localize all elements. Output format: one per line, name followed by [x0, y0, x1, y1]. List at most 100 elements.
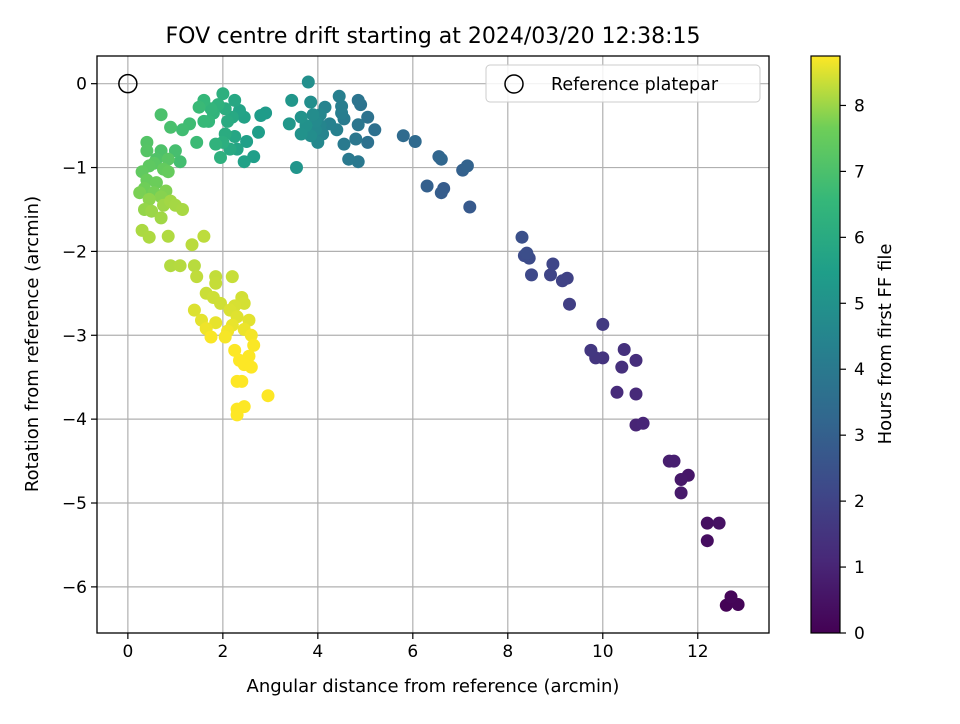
- data-point: [349, 132, 363, 146]
- data-point: [228, 93, 242, 107]
- data-point: [145, 204, 159, 218]
- data-point: [133, 186, 147, 200]
- data-point: [420, 179, 434, 193]
- colorbar: 0 1 2 3 4 5 6 7 8 Hours from first FF file: [810, 55, 896, 644]
- legend: Reference platepar: [485, 64, 761, 103]
- data-point: [712, 516, 726, 530]
- x-tick-label: 12: [687, 642, 709, 662]
- data-point: [261, 389, 275, 403]
- data-point: [216, 87, 230, 101]
- x-tick-label: 10: [592, 642, 614, 662]
- data-point: [187, 259, 201, 273]
- data-point: [515, 230, 529, 244]
- data-point: [306, 108, 320, 122]
- colorbar-tick-label: 2: [854, 492, 865, 512]
- data-point: [290, 161, 303, 174]
- x-tick-label: 4: [312, 642, 323, 662]
- x-tick-label: 2: [217, 642, 228, 662]
- data-point: [214, 296, 227, 310]
- colorbar-tick-label: 4: [854, 360, 865, 380]
- data-point: [237, 155, 251, 169]
- data-point: [337, 137, 351, 151]
- data-point: [140, 144, 154, 158]
- data-point: [301, 75, 315, 89]
- data-point: [192, 100, 206, 114]
- data-point: [351, 93, 365, 107]
- colorbar-tick-label: 7: [854, 162, 865, 182]
- data-point: [629, 353, 643, 367]
- data-point: [197, 114, 211, 128]
- y-tick-label: −5: [62, 494, 87, 514]
- x-tick-label: 8: [502, 642, 513, 662]
- y-tick-label: −6: [62, 578, 87, 598]
- data-point: [185, 238, 199, 252]
- data-point: [190, 270, 204, 284]
- data-point: [674, 486, 688, 500]
- data-point: [282, 117, 296, 131]
- data-point: [596, 317, 610, 331]
- data-point: [332, 89, 346, 103]
- data-point: [285, 93, 299, 107]
- data-point: [161, 152, 175, 166]
- data-point: [149, 176, 163, 190]
- colorbar-label: Hours from first FF file: [875, 244, 896, 445]
- data-point: [209, 316, 223, 330]
- data-point: [700, 534, 714, 548]
- data-point: [247, 338, 261, 352]
- data-point: [254, 109, 268, 122]
- data-point: [176, 203, 189, 216]
- data-point: [228, 343, 242, 357]
- data-point: [204, 330, 218, 344]
- legend-box: [485, 64, 761, 103]
- data-point: [629, 387, 643, 401]
- data-point: [209, 137, 223, 151]
- data-points: [133, 75, 745, 612]
- y-tick-label: −1: [62, 159, 87, 179]
- data-point: [161, 165, 175, 179]
- data-point: [667, 454, 681, 468]
- data-point: [214, 151, 227, 164]
- y-tick-label: −2: [62, 242, 87, 262]
- data-point: [164, 120, 178, 134]
- x-tick-label: 0: [122, 642, 133, 662]
- x-axis-label: Angular distance from reference (arcmin): [247, 676, 620, 697]
- data-point: [555, 274, 569, 288]
- data-point: [615, 360, 629, 374]
- colorbar-tick-label: 5: [854, 294, 865, 314]
- y-tick-label: 0: [76, 75, 87, 95]
- data-point: [351, 118, 365, 132]
- data-point: [460, 159, 474, 173]
- data-point: [142, 192, 156, 206]
- data-point: [161, 229, 175, 243]
- data-point: [368, 123, 382, 137]
- data-point: [252, 125, 265, 139]
- data-point: [197, 229, 211, 243]
- data-point: [408, 135, 422, 148]
- colorbar-tick-label: 0: [854, 624, 865, 644]
- data-point: [610, 385, 624, 399]
- data-point: [221, 114, 235, 128]
- data-point: [190, 135, 204, 149]
- legend-entry-label: Reference platepar: [551, 75, 719, 95]
- data-point: [361, 110, 375, 124]
- colorbar-tick-label: 8: [854, 96, 865, 116]
- y-axis-label: Rotation from reference (arcmin): [22, 196, 43, 492]
- data-point: [247, 150, 261, 164]
- reference-platepar-marker: [118, 73, 138, 94]
- y-tick-label: −4: [62, 410, 87, 430]
- data-point: [209, 276, 223, 290]
- x-axis-ticks: 0 2 4 6 8 10 12: [122, 633, 709, 662]
- data-point: [396, 129, 410, 143]
- data-point: [240, 135, 254, 148]
- data-point: [176, 123, 189, 137]
- data-point: [187, 303, 201, 317]
- legend-marker-icon: [504, 74, 524, 94]
- data-point: [546, 257, 560, 271]
- data-point: [520, 246, 534, 260]
- data-point: [544, 268, 557, 282]
- data-point: [173, 155, 187, 169]
- data-point: [225, 270, 239, 284]
- data-point: [218, 330, 232, 344]
- data-point: [361, 135, 375, 149]
